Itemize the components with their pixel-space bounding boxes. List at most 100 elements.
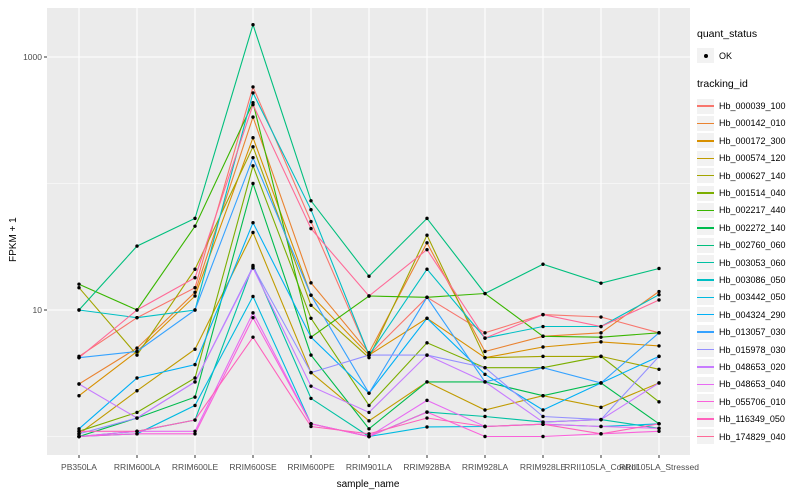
data-point xyxy=(309,335,313,339)
x-tick-label: RRIM600LA xyxy=(113,462,161,472)
data-point xyxy=(483,414,487,419)
tracking-id-legend-title: tracking_id xyxy=(697,78,748,91)
legend-item-Hb_000039_100[interactable]: Hb_000039_100 xyxy=(697,97,797,114)
legend-item-label: Hb_000039_100 xyxy=(719,101,786,112)
data-point xyxy=(367,274,371,278)
quant-status-legend-items: OK xyxy=(697,47,797,64)
data-point xyxy=(541,312,545,317)
data-point xyxy=(425,410,429,414)
legend-line-glyph xyxy=(697,140,714,142)
legend-item-Hb_003442_050[interactable]: Hb_003442_050 xyxy=(697,289,797,306)
data-point xyxy=(657,354,661,359)
data-point xyxy=(251,91,255,95)
line-swatch-icon xyxy=(697,133,714,149)
quant-status-legend-title: quant_status xyxy=(697,28,758,40)
legend-item-label: Hb_003442_050 xyxy=(719,292,786,303)
data-point xyxy=(309,303,313,307)
legend-item-Hb_002760_060[interactable]: Hb_002760_060 xyxy=(697,237,797,254)
quant-status-legend: quant_status OK xyxy=(697,28,797,64)
legend-item-Hb_003053_060[interactable]: Hb_003053_060 xyxy=(697,254,797,271)
data-point xyxy=(425,241,429,245)
tracking-id-legend: tracking_id Hb_000039_100 Hb_000142_010 Hb… xyxy=(697,78,797,445)
legend-item-label: Hb_000142_010 xyxy=(719,118,786,129)
tracking-id-legend-items: Hb_000039_100 Hb_000142_010 Hb_000172_300 H… xyxy=(697,97,797,445)
data-point xyxy=(425,416,429,420)
legend-line-glyph xyxy=(697,261,714,264)
legend-item-Hb_000172_300[interactable]: Hb_000172_300 xyxy=(697,132,797,149)
legend-item-Hb_002272_140[interactable]: Hb_002272_140 xyxy=(697,219,797,236)
data-point xyxy=(483,355,487,360)
data-point xyxy=(251,266,255,270)
data-point xyxy=(367,432,371,436)
data-point xyxy=(193,376,197,380)
legend-item-Hb_116349_050[interactable]: Hb_116349_050 xyxy=(697,410,797,427)
legend-item-OK[interactable]: OK xyxy=(697,47,797,64)
data-point xyxy=(193,362,197,367)
legend-item-label: Hb_015978_030 xyxy=(719,344,786,355)
data-point xyxy=(251,230,255,235)
legend-item-Hb_048653_020[interactable]: Hb_048653_020 xyxy=(697,358,797,375)
legend-item-label: Hb_000627_140 xyxy=(719,170,786,181)
data-point xyxy=(309,422,313,426)
data-point xyxy=(541,394,545,398)
legend-line-glyph xyxy=(697,192,714,194)
y-axis-title: FPKM + 1 xyxy=(8,217,19,262)
data-point xyxy=(309,208,313,212)
data-point xyxy=(77,394,81,398)
data-point xyxy=(483,408,487,412)
legend-line-glyph xyxy=(697,244,714,246)
data-point xyxy=(657,289,661,294)
line-swatch-icon xyxy=(697,289,714,305)
line-swatch-icon xyxy=(697,429,714,444)
line-swatch-icon xyxy=(697,394,714,410)
legend-item-Hb_000142_010[interactable]: Hb_000142_010 xyxy=(697,115,797,132)
data-point xyxy=(135,429,139,433)
data-point xyxy=(425,267,429,271)
legend-item-label: Hb_003086_050 xyxy=(719,274,786,285)
data-point xyxy=(483,291,487,296)
x-tick-label: RRIM928LA xyxy=(461,462,509,472)
x-tick-label: RRIM600LE xyxy=(171,462,219,472)
legend-item-Hb_055706_010[interactable]: Hb_055706_010 xyxy=(697,393,797,410)
legend-item-Hb_013057_030[interactable]: Hb_013057_030 xyxy=(697,323,797,340)
line-swatch-icon xyxy=(697,342,714,358)
data-point xyxy=(599,381,603,385)
data-point xyxy=(77,434,81,439)
legend-item-Hb_000627_140[interactable]: Hb_000627_140 xyxy=(697,167,797,184)
data-point xyxy=(193,294,197,298)
legend-line-glyph xyxy=(697,209,714,212)
data-point xyxy=(657,266,661,271)
data-point xyxy=(193,216,197,221)
data-point xyxy=(657,293,661,297)
data-point xyxy=(309,370,313,375)
x-tick-label: RRII105LA_Control xyxy=(564,462,638,472)
y-tick-label: 1000 xyxy=(23,52,42,62)
legend-line-glyph xyxy=(697,418,714,420)
legend-item-Hb_002217_440[interactable]: Hb_002217_440 xyxy=(697,202,797,219)
data-point xyxy=(425,341,429,345)
data-point xyxy=(135,432,139,436)
data-point xyxy=(193,380,197,384)
legend-item-Hb_000574_120[interactable]: Hb_000574_120 xyxy=(697,150,797,167)
legend-item-Hb_001514_040[interactable]: Hb_001514_040 xyxy=(697,184,797,201)
data-point xyxy=(135,349,139,354)
data-point xyxy=(193,276,197,280)
data-point xyxy=(251,85,255,89)
legend-item-Hb_015978_030[interactable]: Hb_015978_030 xyxy=(697,341,797,358)
data-point xyxy=(425,233,429,237)
legend-item-label: Hb_013057_030 xyxy=(719,327,786,338)
legend-item-Hb_174829_040[interactable]: Hb_174829_040 xyxy=(697,428,797,445)
data-point xyxy=(135,346,139,350)
data-point xyxy=(483,365,487,370)
data-point xyxy=(599,331,603,335)
data-point xyxy=(367,434,371,439)
legend-item-Hb_004324_290[interactable]: Hb_004324_290 xyxy=(697,306,797,323)
legend-item-Hb_003086_050[interactable]: Hb_003086_050 xyxy=(697,271,797,288)
data-point xyxy=(541,345,545,349)
data-point xyxy=(193,290,197,295)
legend-item-Hb_048653_040[interactable]: Hb_048653_040 xyxy=(697,376,797,393)
x-tick-label: PB350LA xyxy=(61,462,97,472)
data-point xyxy=(193,347,197,351)
data-point xyxy=(309,424,313,429)
